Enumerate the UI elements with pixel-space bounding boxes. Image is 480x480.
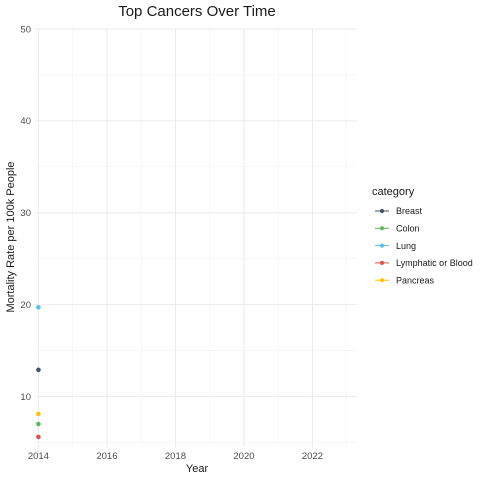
data-point	[36, 434, 41, 440]
legend-label: Pancreas	[396, 275, 435, 285]
chart-title: Top Cancers Over Time	[118, 3, 276, 20]
legend-key-point	[379, 260, 385, 265]
y-tick-label: 10	[20, 392, 31, 403]
legend-key-point	[379, 243, 385, 248]
x-tick-label: 2022	[302, 451, 323, 462]
y-tick-labels: 10 20 30 40 50	[20, 24, 31, 402]
x-tick-label: 2018	[165, 451, 186, 462]
data-points	[36, 305, 41, 440]
y-tick-label: 40	[20, 116, 31, 127]
legend: category Breast Colon Lung Lymphatic or Blo…	[372, 186, 473, 285]
y-tick-label: 50	[20, 24, 31, 35]
x-tick-label: 2016	[96, 451, 117, 462]
y-axis-label: Mortality Rate per 100k People	[5, 161, 17, 312]
legend-label: Breast	[396, 206, 423, 216]
legend-title: category	[372, 186, 415, 198]
legend-label: Colon	[396, 224, 420, 234]
legend-entries: Breast Colon Lung Lymphatic or Blood Pancrea…	[375, 206, 473, 285]
plot-panel: 10 20 30 40 50 2014 2016 2018 2020 2022	[20, 24, 357, 462]
legend-label: Lung	[396, 241, 416, 251]
major-gridlines	[35, 28, 357, 447]
minor-gridlines	[35, 29, 357, 447]
data-point	[36, 421, 41, 427]
legend-key-point	[379, 226, 385, 231]
y-tick-label: 30	[20, 208, 31, 219]
data-point	[36, 367, 41, 373]
x-tick-label: 2014	[28, 451, 49, 462]
legend-label: Lymphatic or Blood	[396, 258, 473, 268]
data-point	[36, 305, 41, 310]
x-tick-label: 2020	[233, 451, 254, 462]
legend-key-point	[379, 208, 385, 214]
x-tick-labels: 2014 2016 2018 2020 2022	[28, 451, 323, 462]
data-point	[36, 411, 41, 417]
legend-key-point	[379, 278, 385, 283]
x-axis-label: Year	[186, 463, 209, 475]
y-tick-label: 20	[20, 300, 31, 311]
